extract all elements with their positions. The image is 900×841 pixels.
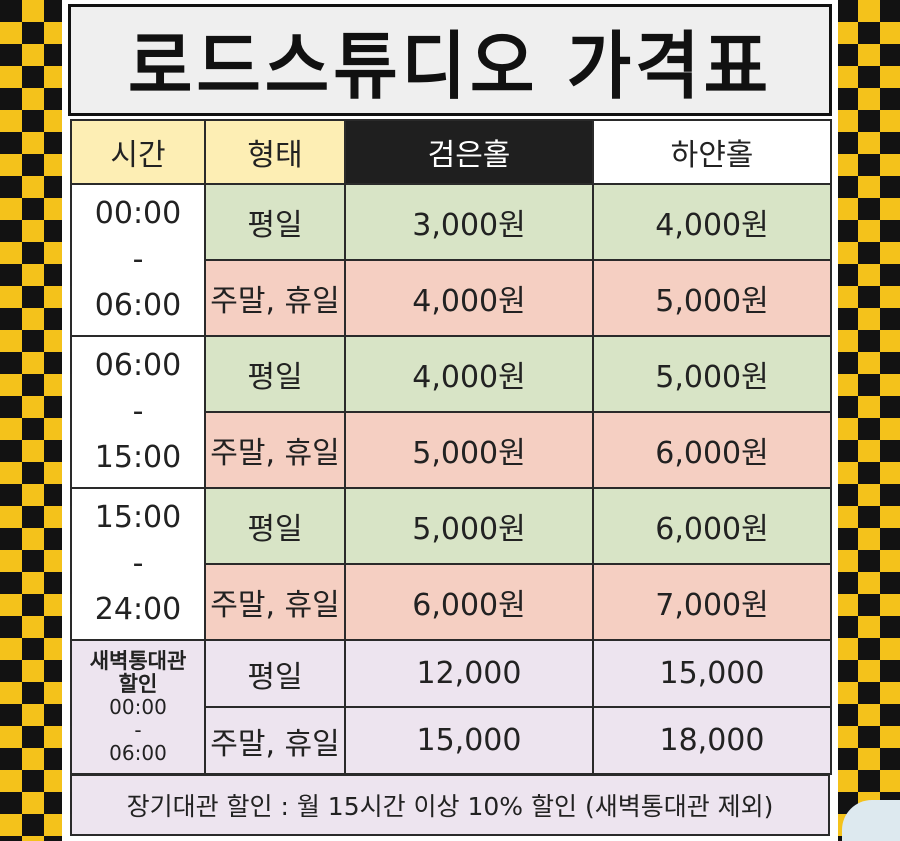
time-end: 15:00	[94, 440, 182, 475]
night-package-subtitle: 할인	[118, 671, 158, 696]
price-white-weekend: 6,000원	[592, 411, 832, 489]
price-white-weekday: 15,000	[592, 639, 832, 708]
type-weekday: 평일	[204, 335, 346, 413]
price-black-weekday: 5,000원	[344, 487, 594, 565]
type-weekday: 평일	[204, 639, 346, 708]
price-white-weekend: 18,000	[592, 706, 832, 775]
type-weekday: 평일	[204, 183, 346, 261]
type-weekend: 주말, 휴일	[204, 411, 346, 489]
night-package-title: 새벽통대관	[89, 648, 187, 673]
time-start: 00:00	[109, 694, 167, 719]
price-black-weekday: 12,000	[344, 639, 594, 708]
price-black-weekend: 15,000	[344, 706, 594, 775]
time-end: 06:00	[109, 740, 167, 765]
price-white-weekend: 7,000원	[592, 563, 832, 641]
price-black-weekend: 5,000원	[344, 411, 594, 489]
time-end: 06:00	[94, 288, 182, 323]
type-weekend: 주말, 휴일	[204, 259, 346, 337]
type-weekend: 주말, 휴일	[204, 706, 346, 775]
table-row: 주말, 휴일 4,000원 5,000원	[71, 259, 832, 337]
table-row: 주말, 휴일 6,000원 7,000원	[71, 563, 832, 641]
table-row: 주말, 휴일 5,000원 6,000원	[71, 411, 832, 489]
price-white-weekday: 6,000원	[592, 487, 832, 565]
price-black-weekday: 4,000원	[344, 335, 594, 413]
time-start: 06:00	[94, 348, 182, 383]
time-end: 24:00	[94, 592, 182, 627]
time-dash: -	[132, 394, 144, 429]
page-title: 로드스튜디오 가격표	[128, 22, 772, 109]
price-white-weekend: 5,000원	[592, 259, 832, 337]
time-dash: -	[134, 717, 142, 742]
discount-note: 장기대관 할인 : 월 15시간 이상 10% 할인 (새벽통대관 제외)	[70, 774, 830, 836]
price-white-weekday: 4,000원	[592, 183, 832, 261]
time-range-cell: 00:00 - 06:00	[70, 183, 206, 337]
time-dash: -	[132, 242, 144, 277]
time-start: 15:00	[94, 500, 182, 535]
table-row: 15:00 - 24:00 평일 5,000원 6,000원	[70, 487, 832, 641]
discount-note-text: 장기대관 할인 : 월 15시간 이상 10% 할인 (새벽통대관 제외)	[126, 792, 774, 821]
time-range-cell: 06:00 - 15:00	[70, 335, 206, 489]
time-range-cell: 15:00 - 24:00	[70, 487, 206, 641]
table-row: 주말, 휴일 15,000 18,000	[71, 706, 832, 775]
header-type: 형태	[204, 119, 346, 185]
night-package-cell: 새벽통대관 할인 00:00 - 06:00	[70, 639, 206, 775]
header-time: 시간	[70, 119, 206, 185]
price-white-weekday: 5,000원	[592, 335, 832, 413]
price-black-weekend: 6,000원	[344, 563, 594, 641]
header-white-hall: 하얀홀	[592, 119, 832, 185]
table-row: 06:00 - 15:00 평일 4,000원 5,000원	[70, 335, 832, 489]
corner-decoration	[842, 800, 900, 841]
table-row: 새벽통대관 할인 00:00 - 06:00 평일 12,000 15,000	[70, 639, 832, 775]
price-table: 시간 형태 검은홀 하얀홀 00:00 - 06:00 평일 3,000원 4,…	[70, 119, 832, 775]
header-black-hall: 검은홀	[344, 119, 594, 185]
time-start: 00:00	[94, 196, 182, 231]
price-black-weekend: 4,000원	[344, 259, 594, 337]
table-row: 00:00 - 06:00 평일 3,000원 4,000원	[70, 183, 832, 337]
time-dash: -	[132, 546, 144, 581]
type-weekend: 주말, 휴일	[204, 563, 346, 641]
header-row: 시간 형태 검은홀 하얀홀	[70, 119, 832, 185]
title-banner: 로드스튜디오 가격표	[68, 4, 832, 116]
price-black-weekday: 3,000원	[344, 183, 594, 261]
type-weekday: 평일	[204, 487, 346, 565]
